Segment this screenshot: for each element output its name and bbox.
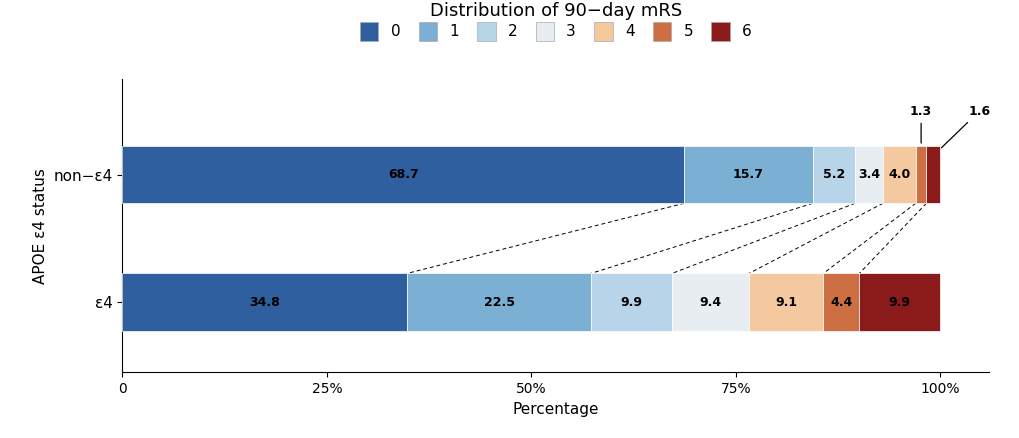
Bar [672,273,748,331]
Bar [859,273,940,331]
Bar [684,146,812,203]
Text: 1.3: 1.3 [909,105,931,143]
Text: 22.5: 22.5 [483,296,514,309]
Bar [748,273,822,331]
Legend: 0, 1, 2, 3, 4, 5, 6: 0, 1, 2, 3, 4, 5, 6 [360,22,751,41]
X-axis label: Percentage: Percentage [513,402,598,417]
Text: 1.6: 1.6 [941,105,989,148]
Bar [812,146,854,203]
Bar [915,146,925,203]
Bar [590,273,672,331]
Bar [822,273,859,331]
Bar [122,146,684,203]
Text: 5.2: 5.2 [822,168,845,181]
Text: 3.4: 3.4 [857,168,879,181]
Text: 9.9: 9.9 [888,296,910,309]
Text: 34.8: 34.8 [249,296,280,309]
Bar [407,273,590,331]
Bar [882,146,915,203]
Text: 68.7: 68.7 [387,168,419,181]
Bar [122,273,407,331]
Text: 9.9: 9.9 [620,296,642,309]
Text: 9.4: 9.4 [699,296,720,309]
Text: 9.1: 9.1 [774,296,797,309]
Text: 15.7: 15.7 [733,168,763,181]
Text: 4.0: 4.0 [888,168,910,181]
Y-axis label: APOE ε4 status: APOE ε4 status [33,168,48,283]
Bar [925,146,938,203]
Title: Distribution of 90−day mRS: Distribution of 90−day mRS [429,2,682,20]
Text: 4.4: 4.4 [829,296,852,309]
Bar [854,146,882,203]
